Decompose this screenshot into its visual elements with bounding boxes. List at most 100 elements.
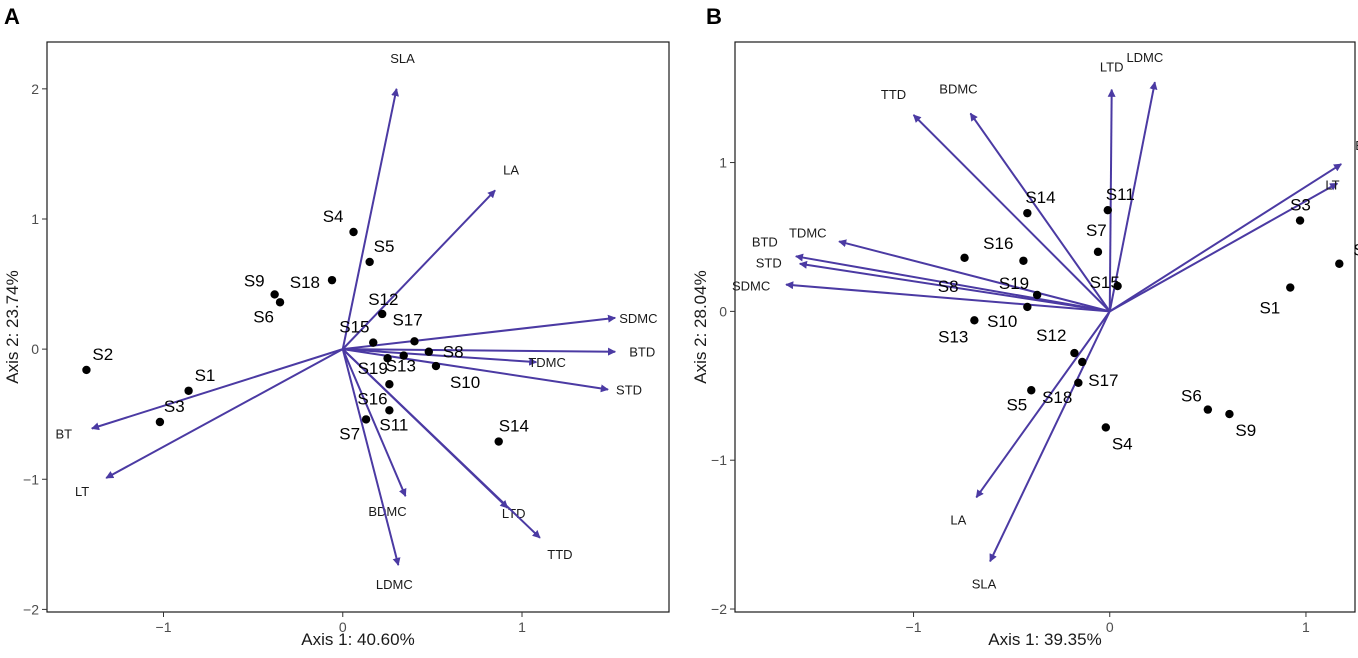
site-point-s1 xyxy=(1286,283,1295,292)
site-label-s11: S11 xyxy=(1106,185,1135,204)
x-tick-label: 0 xyxy=(339,619,347,635)
site-point-s5 xyxy=(1027,386,1036,395)
site-point-s4 xyxy=(1101,423,1111,432)
site-label-s9: S9 xyxy=(1235,421,1256,440)
loading-label-la: LA xyxy=(503,162,519,177)
site-point-s16 xyxy=(1019,256,1028,265)
loading-label-btd: BTD xyxy=(752,234,778,249)
loading-label-sla: SLA xyxy=(390,51,415,66)
site-point-s7 xyxy=(361,415,371,424)
loading-arrow-ldmc xyxy=(1108,81,1158,312)
loading-label-tdmc: TDMC xyxy=(528,355,566,370)
site-point-s17 xyxy=(410,337,419,346)
panel-a-x-axis-label: Axis 1: 40.60% xyxy=(301,630,414,649)
site-label-s12: S12 xyxy=(368,290,398,309)
loading-label-ltd: LTD xyxy=(1100,60,1124,75)
site-point-s10 xyxy=(1023,302,1032,312)
x-tick-label: 1 xyxy=(518,619,526,635)
y-tick-label: −2 xyxy=(711,601,727,617)
y-tick-label: 2 xyxy=(31,81,39,97)
site-label-s4: S4 xyxy=(323,207,344,226)
y-tick-label: 0 xyxy=(31,341,39,357)
site-label-s3: S3 xyxy=(164,397,185,416)
site-point-s3 xyxy=(1295,216,1305,225)
loading-arrow-bt xyxy=(1109,163,1342,313)
panel-a-plot-frame xyxy=(46,41,670,613)
loading-arrow-bt xyxy=(91,348,344,431)
x-tick-label: 0 xyxy=(1106,619,1114,635)
site-point-s1 xyxy=(184,386,193,395)
site-label-s9: S9 xyxy=(244,271,265,290)
site-label-s19: S19 xyxy=(358,359,388,378)
site-point-s12 xyxy=(377,309,387,319)
loading-label-la: LA xyxy=(950,512,966,527)
site-point-s6 xyxy=(1203,405,1213,414)
loading-label-ttd: TTD xyxy=(547,547,572,562)
site-label-s1: S1 xyxy=(195,366,216,385)
site-label-s18: S18 xyxy=(1042,388,1072,407)
site-point-s2 xyxy=(1335,259,1344,268)
site-point-s8 xyxy=(960,253,969,262)
site-label-s17: S17 xyxy=(392,310,422,329)
panel-label-b: B xyxy=(706,4,722,29)
site-label-s14: S14 xyxy=(1025,188,1055,207)
site-point-s19 xyxy=(1032,290,1042,300)
loading-label-lt: LT xyxy=(1325,177,1339,192)
loading-arrow-ldmc xyxy=(341,348,401,566)
site-label-s2: S2 xyxy=(1353,241,1358,260)
y-tick-label: 1 xyxy=(31,211,39,227)
site-label-s10: S10 xyxy=(450,373,480,392)
site-point-s4 xyxy=(349,227,358,237)
loading-arrow-la xyxy=(975,310,1111,499)
loading-label-bdmc: BDMC xyxy=(939,81,977,96)
site-point-s13 xyxy=(399,351,408,360)
site-label-s13: S13 xyxy=(938,327,968,346)
site-label-s18: S18 xyxy=(290,273,320,292)
site-point-s12 xyxy=(1070,348,1079,358)
panel-label-a: A xyxy=(4,4,20,29)
loading-label-bt: BT xyxy=(56,427,73,442)
loading-label-tdmc: TDMC xyxy=(789,225,827,240)
site-label-s13: S13 xyxy=(386,357,416,376)
loading-label-sdmc: SDMC xyxy=(732,279,770,294)
loading-arrow-ltd xyxy=(1107,88,1116,312)
site-label-s17: S17 xyxy=(1088,371,1118,390)
site-point-s19 xyxy=(383,354,392,363)
panel-b-ticks: −1 0 1 −2 −1 0 1 xyxy=(711,155,1310,635)
loading-label-lt: LT xyxy=(75,484,89,499)
site-point-s15 xyxy=(1113,281,1122,291)
site-label-s2: S2 xyxy=(92,345,113,364)
site-label-s6: S6 xyxy=(1181,387,1202,406)
site-label-s11: S11 xyxy=(379,415,408,434)
loading-label-sdmc: SDMC xyxy=(619,311,657,326)
y-tick-label: −1 xyxy=(711,452,727,468)
site-label-s15: S15 xyxy=(1090,273,1120,292)
loading-arrow-sla xyxy=(341,88,399,350)
site-point-s13 xyxy=(970,316,979,325)
y-tick-label: −1 xyxy=(23,471,39,487)
y-tick-label: −2 xyxy=(23,601,39,617)
panel-a-points: S1 S2 S3 S4 S5 S6 S7 S8 S9 S10 S11 S12 S13 S14 S15 S16 S… xyxy=(82,207,529,446)
loading-arrow-sdmc xyxy=(785,281,1110,313)
site-point-s15 xyxy=(369,338,378,347)
panel-a-y-axis-label: Axis 2: 23.74% xyxy=(3,270,22,383)
site-label-s15: S15 xyxy=(339,318,369,337)
loading-arrow-ttd xyxy=(342,348,541,539)
panel-b-x-axis-label: Axis 1: 39.35% xyxy=(988,630,1101,649)
y-tick-label: 1 xyxy=(719,155,727,171)
site-label-s3: S3 xyxy=(1290,196,1311,215)
site-label-s7: S7 xyxy=(1086,221,1107,240)
site-label-s19: S19 xyxy=(999,274,1029,293)
site-point-s14 xyxy=(494,437,503,446)
loading-label-bt: BT xyxy=(1355,138,1358,153)
site-point-s5 xyxy=(365,257,374,267)
loading-arrow-bdmc xyxy=(341,348,407,497)
loading-arrow-sdmc xyxy=(342,314,617,351)
site-point-s18 xyxy=(1074,378,1083,388)
site-label-s10: S10 xyxy=(987,312,1017,331)
site-point-s8 xyxy=(424,347,434,356)
x-tick-label: −1 xyxy=(906,619,922,635)
